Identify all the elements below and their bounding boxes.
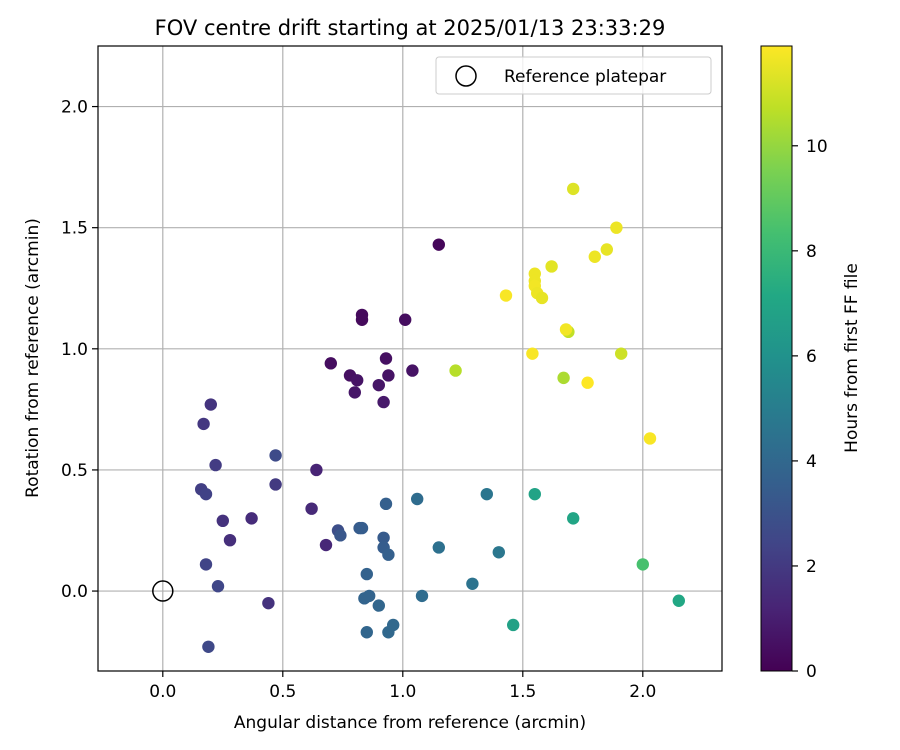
y-tick-label: 0.0 (61, 582, 88, 602)
data-point (406, 364, 419, 377)
data-point (567, 182, 580, 196)
data-point (399, 313, 412, 326)
colorbar-tick-label: 4 (806, 452, 817, 472)
data-point (615, 347, 628, 360)
data-point (319, 538, 333, 552)
data-point (372, 378, 385, 392)
data-point (432, 238, 445, 251)
data-point (209, 458, 222, 472)
data-point (545, 260, 558, 273)
data-point (269, 478, 282, 491)
colorbar-tick-label: 2 (806, 557, 817, 577)
data-point (535, 291, 549, 305)
grid-lines (98, 46, 722, 671)
data-point (351, 374, 364, 387)
data-point (588, 250, 601, 263)
data-point (216, 514, 229, 528)
y-tick-label: 1.0 (61, 340, 88, 360)
data-point (360, 626, 373, 639)
data-point (372, 599, 385, 612)
data-point (377, 531, 390, 544)
data-point (600, 243, 613, 256)
data-point (204, 398, 217, 411)
x-tick-label: 1.0 (389, 682, 416, 702)
plot-background (98, 46, 722, 671)
data-point (492, 546, 505, 559)
data-point (223, 533, 237, 547)
legend-box (435, 56, 712, 95)
data-point (262, 596, 275, 610)
data-point (324, 357, 337, 370)
colorbar-tick-label: 0 (806, 662, 817, 682)
data-point (199, 558, 213, 571)
y-axis: 0.0 0.5 1.0 1.5 2.0 (61, 98, 98, 602)
data-point (643, 432, 657, 445)
data-point (557, 371, 570, 385)
data-point (567, 512, 580, 525)
colorbar-ticks: 0 2 4 6 8 10 (792, 137, 828, 682)
legend-reference-marker (455, 65, 477, 87)
data-point (202, 640, 215, 653)
colorbar-tick-label: 6 (806, 347, 817, 367)
x-axis-label: Angular distance from reference (arcmin) (234, 713, 586, 733)
data-point (499, 289, 513, 302)
data-point (382, 548, 395, 561)
colorbar: 0 2 4 6 8 10 Hours from first FF file (760, 45, 862, 682)
data-point (379, 352, 393, 365)
legend: Reference platepar (435, 56, 712, 95)
data-point (432, 541, 445, 554)
data-points (195, 182, 685, 653)
data-point (559, 323, 573, 336)
data-point (528, 487, 541, 501)
plot-frame (97, 45, 723, 672)
data-point (387, 618, 400, 632)
data-point (211, 580, 225, 593)
data-point (305, 502, 318, 515)
y-tick-label: 0.5 (61, 461, 88, 481)
colorbar-tick-label: 8 (806, 242, 817, 262)
data-point (360, 567, 373, 581)
data-point (310, 463, 323, 477)
data-point (379, 497, 393, 511)
data-point (245, 512, 258, 525)
x-tick-label: 0.5 (269, 682, 296, 702)
colorbar-tick-label: 10 (806, 137, 828, 157)
data-point (581, 376, 594, 389)
data-point (377, 395, 390, 409)
data-point (382, 369, 395, 382)
x-tick-label: 2.0 (629, 682, 656, 702)
data-point (269, 449, 282, 462)
reference-marker-layer (152, 580, 174, 602)
colorbar-label: Hours from first FF file (842, 263, 862, 453)
data-point (334, 529, 347, 542)
data-point (636, 558, 649, 571)
x-tick-label: 1.5 (509, 682, 536, 702)
data-point (672, 594, 685, 607)
data-point (411, 492, 424, 506)
legend-label: Reference platepar (504, 67, 666, 87)
y-tick-label: 1.5 (61, 219, 88, 239)
data-point (507, 618, 520, 632)
data-point (526, 347, 539, 360)
x-tick-label: 0.0 (149, 682, 176, 702)
y-tick-label: 2.0 (61, 98, 88, 118)
data-point (355, 313, 369, 326)
data-point (415, 589, 429, 603)
data-point (197, 417, 210, 431)
data-point (355, 521, 369, 535)
data-point (348, 386, 361, 399)
reference-marker (152, 580, 174, 602)
x-axis: 0.0 0.5 1.0 1.5 2.0 (149, 671, 656, 702)
data-point (199, 487, 213, 501)
data-point (449, 364, 462, 377)
y-axis-label: Rotation from reference (arcmin) (23, 218, 43, 498)
data-point (363, 589, 376, 603)
data-point (466, 577, 479, 590)
chart-title: FOV centre drift starting at 2025/01/13 … (155, 16, 666, 40)
data-point (480, 487, 493, 501)
data-point (610, 221, 623, 234)
colorbar-gradient (760, 45, 793, 672)
